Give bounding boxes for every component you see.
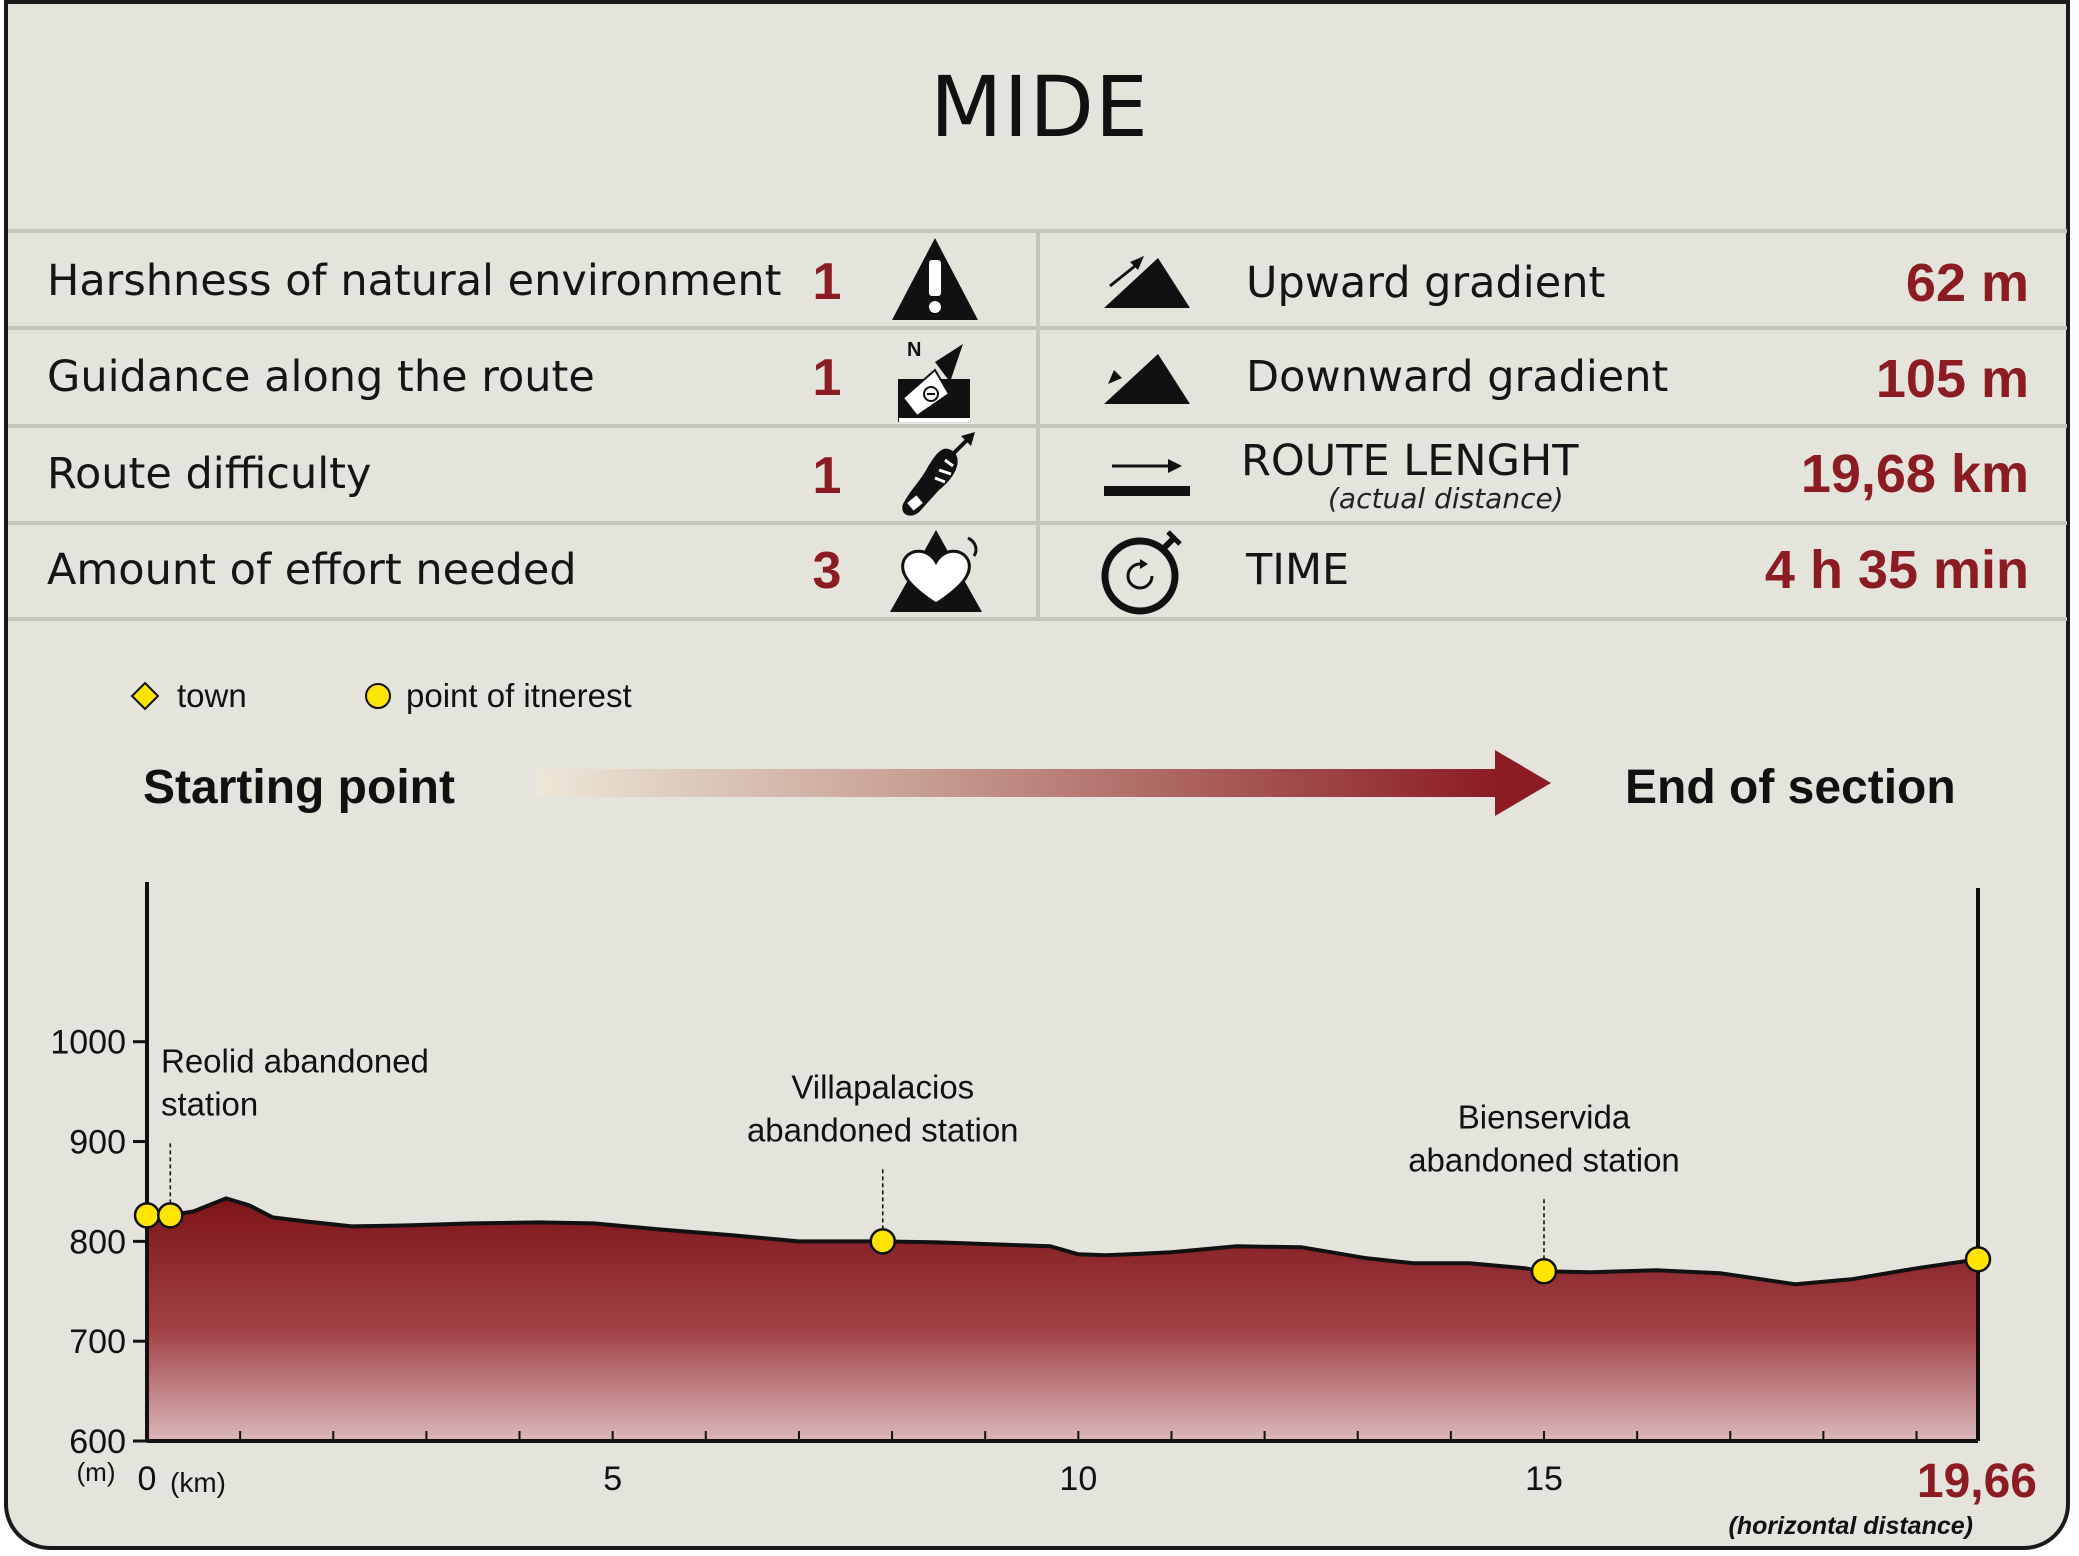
elevation-line (147, 1196, 1979, 1287)
page-title: MIDE (929, 58, 1149, 156)
route-value-time: 4 h 35 min (1764, 540, 2029, 600)
town-marker-icon (130, 681, 160, 711)
x-end-sublabel: (horizontal distance) (1729, 1512, 1973, 1540)
route-label-length: ROUTE LENGHT (1241, 436, 1579, 486)
direction-arrow-icon (537, 750, 1551, 816)
stopwatch-icon (1101, 530, 1182, 615)
poi-marker-icon (365, 683, 391, 709)
y-unit-label: (m) (77, 1457, 116, 1487)
route-value-length: 19,68 km (1800, 444, 2029, 504)
downward-slope-icon (1104, 354, 1190, 404)
poi-marker (869, 1228, 897, 1255)
mide-label-harshness: Harshness of natural environment (47, 256, 782, 306)
route-value-upward: 62 m (1905, 253, 2029, 313)
svg-text:N: N (907, 339, 921, 361)
poi-label: Reolid abandoned (161, 1042, 429, 1079)
warning-mountain-icon (892, 238, 978, 320)
mide-value-difficulty: 1 (812, 447, 842, 505)
route-length-icon (1104, 459, 1190, 496)
route-sublabel-length: (actual distance) (1328, 482, 1564, 515)
route-value-downward: 105 m (1875, 349, 2029, 409)
poi-label: Villapalacios (791, 1068, 974, 1105)
footprint-icon (902, 432, 975, 516)
route-label-upward: Upward gradient (1246, 258, 1606, 308)
poi-label: abandoned station (747, 1111, 1019, 1148)
y-tick-label: 800 (69, 1223, 126, 1261)
end-of-section-label: End of section (1625, 761, 1956, 814)
y-tick-label: 600 (69, 1423, 126, 1461)
route-label-time: TIME (1246, 545, 1350, 595)
column-divider (1036, 232, 1040, 620)
legend-town-label: town (177, 677, 247, 714)
x-tick-label: 0 (138, 1460, 157, 1498)
x-unit-label: (km) (170, 1467, 226, 1498)
elevation-area (147, 1198, 1978, 1441)
mide-label-guidance: Guidance along the route (47, 352, 595, 402)
x-tick-label: 10 (1059, 1460, 1097, 1498)
mide-value-harshness: 1 (812, 253, 842, 311)
y-tick-label: 1000 (50, 1024, 126, 1062)
mide-value-guidance: 1 (812, 349, 842, 407)
route-label-downward: Downward gradient (1246, 352, 1669, 402)
mide-label-effort: Amount of effort needed (47, 545, 577, 595)
poi-label: Bienservida (1458, 1098, 1631, 1135)
poi-label: abandoned station (1408, 1141, 1680, 1178)
poi-marker (157, 1202, 184, 1229)
row-divider (8, 229, 2067, 233)
heart-mountain-icon (890, 530, 982, 612)
mide-value-effort: 3 (812, 542, 842, 600)
mide-label-difficulty: Route difficulty (47, 449, 372, 499)
y-tick-label: 700 (69, 1323, 126, 1361)
x-tick-label: 5 (603, 1460, 622, 1498)
compass-sign-icon: N (898, 339, 970, 422)
starting-point-label: Starting point (143, 761, 455, 814)
poi-marker (1530, 1258, 1558, 1285)
x-end-label: 19,66 (1917, 1455, 2037, 1508)
y-tick-label: 900 (69, 1124, 126, 1162)
poi-label: station (161, 1085, 258, 1122)
x-tick-label: 15 (1525, 1460, 1563, 1498)
poi-marker (1964, 1246, 1992, 1273)
legend-poi-label: point of itnerest (406, 677, 632, 714)
upward-slope-icon (1104, 256, 1190, 308)
poi-marker (133, 1202, 161, 1229)
